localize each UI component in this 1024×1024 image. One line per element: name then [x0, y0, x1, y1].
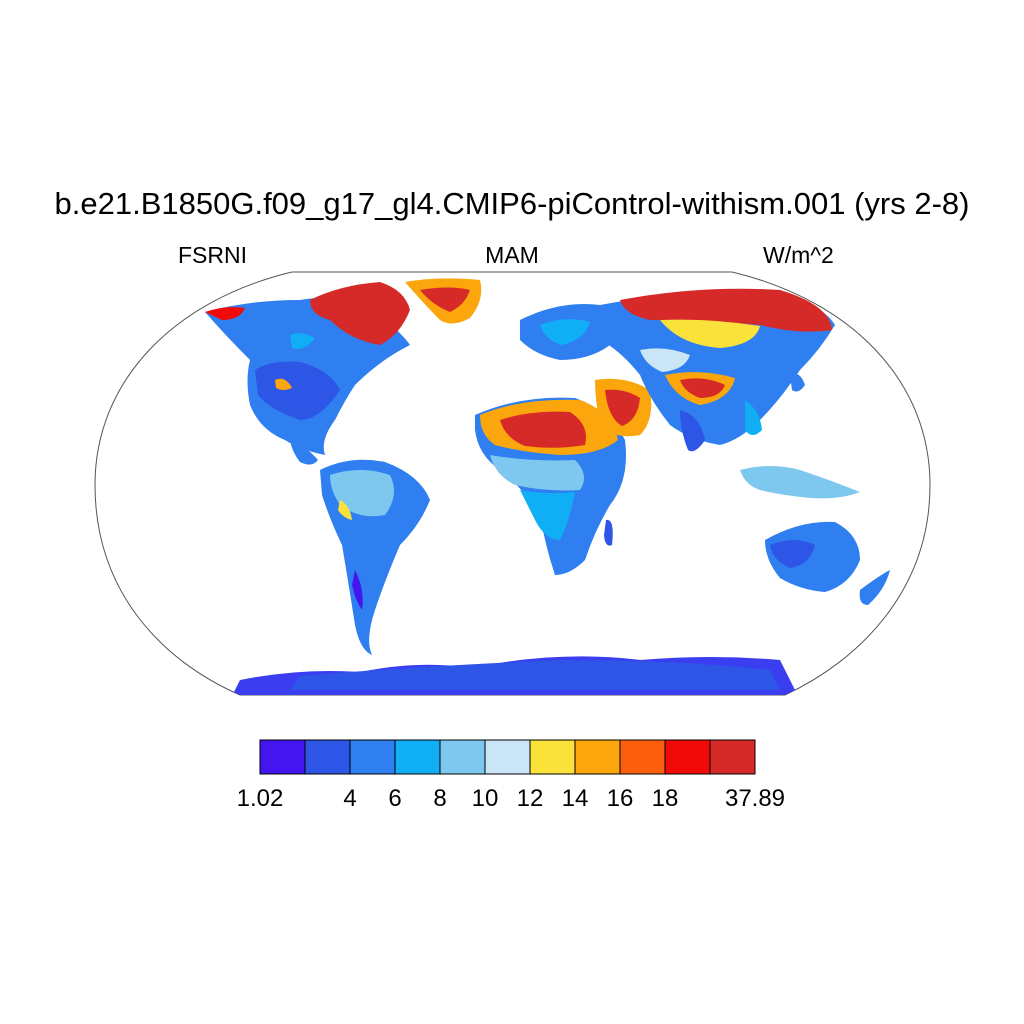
colorbar-tick-label: 8: [433, 785, 446, 812]
colorbar-swatch: [439, 739, 486, 775]
colorbar-tick-label: 16: [607, 785, 634, 812]
colorbar-tick-label: 1.02: [237, 785, 284, 812]
season-label: MAM: [485, 242, 539, 268]
canadian-arctic-region: [310, 282, 410, 345]
colorbar-tick-label: 37.89: [725, 785, 785, 812]
colorbar-swatch: [259, 739, 306, 775]
colorbar-tick-label: 4: [343, 785, 356, 812]
plot-title: b.e21.B1850G.f09_g17_gl4.CMIP6-piControl…: [54, 186, 970, 221]
colorbar-swatch: [349, 739, 396, 775]
colorbar-tick-label: 6: [388, 785, 401, 812]
units-label: W/m^2: [763, 242, 834, 268]
australia-region: [765, 521, 860, 592]
asia-region: [600, 291, 835, 445]
colorbar-swatch: [709, 739, 756, 775]
colorbar-tick-label: 18: [652, 785, 679, 812]
colorbar-swatch: [619, 739, 666, 775]
land-field: [205, 278, 890, 695]
colorbar-swatch: [484, 739, 531, 775]
colorbar-tick-label: 12: [517, 785, 544, 812]
colorbar-tick-label: 10: [472, 785, 499, 812]
variable-label: FSRNI: [178, 242, 247, 268]
colorbar-swatch: [574, 739, 621, 775]
colorbar-swatch: [664, 739, 711, 775]
colorbar-swatch: [394, 739, 441, 775]
colorbar-tick-label: 14: [562, 785, 589, 812]
colorbar-swatch: [529, 739, 576, 775]
colorbar-swatch: [304, 739, 351, 775]
